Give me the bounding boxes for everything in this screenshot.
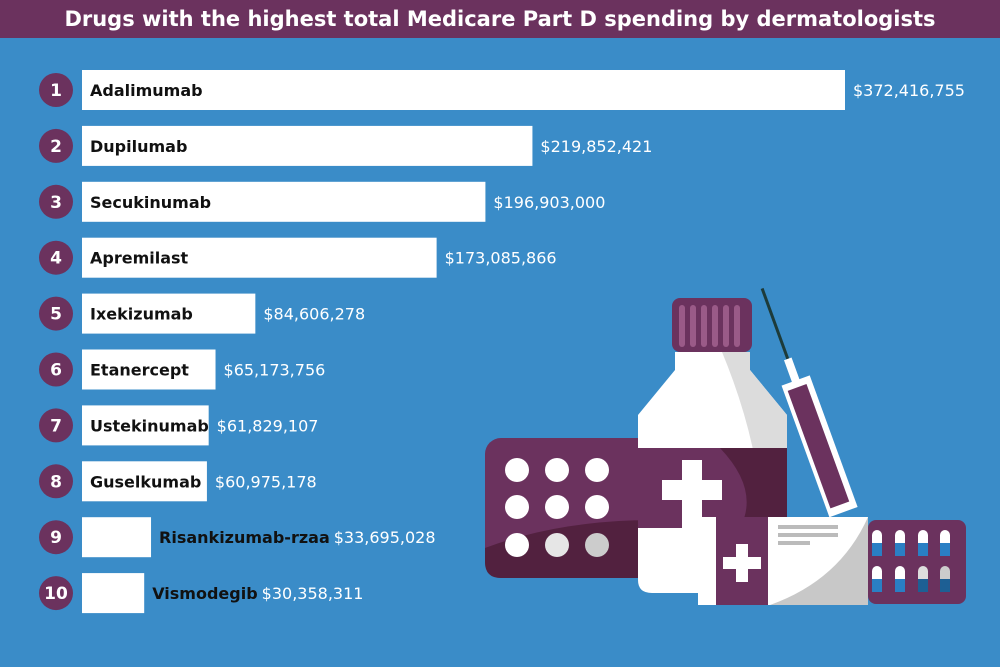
rank-badge <box>39 408 73 443</box>
value-label: $219,852,421 <box>540 137 652 156</box>
rank-badge <box>39 352 73 387</box>
category-label: Apremilast <box>90 249 189 268</box>
rank-number: 6 <box>50 361 62 381</box>
bar <box>82 237 437 278</box>
value-label: $65,173,756 <box>224 361 326 380</box>
rank-number: 7 <box>50 416 62 436</box>
bar <box>82 573 145 614</box>
capsule-blister-icon <box>868 520 966 604</box>
rank-badge <box>39 128 73 163</box>
value-label: $84,606,278 <box>263 305 365 324</box>
rank-badge <box>39 296 73 331</box>
rank-badge <box>39 464 73 499</box>
chart-title: Drugs with the highest total Medicare Pa… <box>0 0 1000 38</box>
rank-number: 1 <box>50 81 62 101</box>
bar <box>82 517 152 558</box>
rank-badge <box>39 240 73 275</box>
value-label: $372,416,755 <box>853 81 965 100</box>
rank-badge <box>39 184 73 219</box>
bar <box>82 349 216 390</box>
category-label: Secukinumab <box>90 193 211 212</box>
rank-badge <box>39 520 73 555</box>
category-label: Vismodegib <box>152 584 257 603</box>
bar <box>82 125 533 166</box>
category-label: Ustekinumab <box>90 416 209 435</box>
rank-number: 10 <box>44 584 68 604</box>
rank-number: 9 <box>50 528 62 548</box>
rank-number: 5 <box>50 305 62 325</box>
value-label: $61,829,107 <box>217 416 319 435</box>
bar <box>82 293 256 334</box>
category-label: Guselkumab <box>90 472 201 491</box>
syringe-icon <box>760 287 858 518</box>
rank-number: 3 <box>50 193 62 213</box>
category-label: Etanercept <box>90 361 189 380</box>
bar <box>82 70 845 110</box>
rank-number: 4 <box>50 249 62 269</box>
rank-number: 2 <box>50 137 62 157</box>
category-label: Dupilumab <box>90 137 187 156</box>
bar <box>82 181 486 222</box>
rank-number: 8 <box>50 472 62 492</box>
pill-bottle-icon <box>638 298 787 593</box>
medicine-illustration <box>485 287 966 605</box>
value-label: $33,695,028 <box>334 528 436 547</box>
value-label: $60,975,178 <box>215 472 317 491</box>
value-label: $30,358,311 <box>262 584 364 603</box>
bar <box>82 405 209 446</box>
value-label: $196,903,000 <box>493 193 605 212</box>
category-label: Ixekizumab <box>90 305 193 324</box>
category-label: Risankizumab-rzaa <box>159 528 330 547</box>
medicine-box-icon <box>698 517 868 605</box>
category-label: Adalimumab <box>90 81 203 100</box>
bar <box>82 461 207 502</box>
value-label: $173,085,866 <box>445 249 557 268</box>
rank-badge <box>39 576 73 611</box>
rank-badge <box>39 73 73 107</box>
